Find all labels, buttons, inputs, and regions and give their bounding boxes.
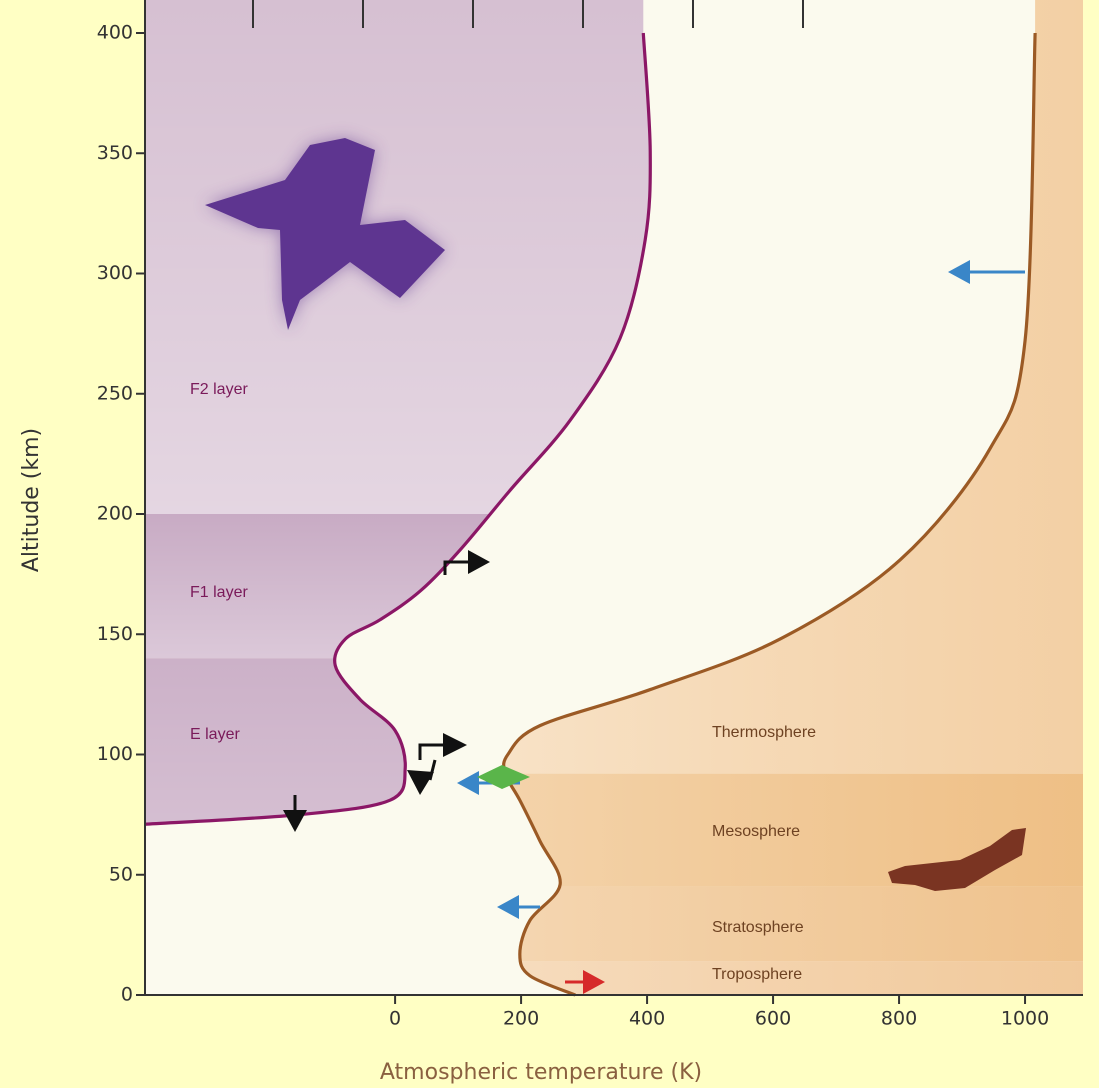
y-tick-label: 100 <box>97 743 133 765</box>
zone-label: Troposphere <box>712 966 802 983</box>
y-tick-label: 50 <box>109 863 133 885</box>
layer-label: F2 layer <box>190 381 248 398</box>
chart: Atmospheric temperature (K) Altitude (km… <box>0 0 1099 1088</box>
zone-label: Thermosphere <box>712 724 816 741</box>
x-tick-label: 200 <box>503 1008 539 1030</box>
x-tick-label: 0 <box>389 1008 401 1030</box>
y-tick-label: 0 <box>121 984 133 1006</box>
x-tick-label: 400 <box>629 1008 665 1030</box>
y-tick-label: 150 <box>97 623 133 645</box>
y-tick-label: 250 <box>97 382 133 404</box>
layer-label: F1 layer <box>190 584 248 601</box>
x-tick-label: 1000 <box>1001 1008 1049 1030</box>
y-tick-label: 300 <box>97 262 133 284</box>
layer-label: E layer <box>190 726 240 743</box>
y-tick-label: 350 <box>97 142 133 164</box>
zone-label: Mesosphere <box>712 823 800 840</box>
x-tick-label: 800 <box>881 1008 917 1030</box>
zone-label: Stratosphere <box>712 919 804 936</box>
y-tick-label: 200 <box>97 503 133 525</box>
y-axis-label: Altitude (km) <box>19 428 44 572</box>
x-axis-label: Atmospheric temperature (K) <box>380 1060 702 1085</box>
x-tick-label: 600 <box>755 1008 791 1030</box>
y-tick-label: 400 <box>97 22 133 44</box>
